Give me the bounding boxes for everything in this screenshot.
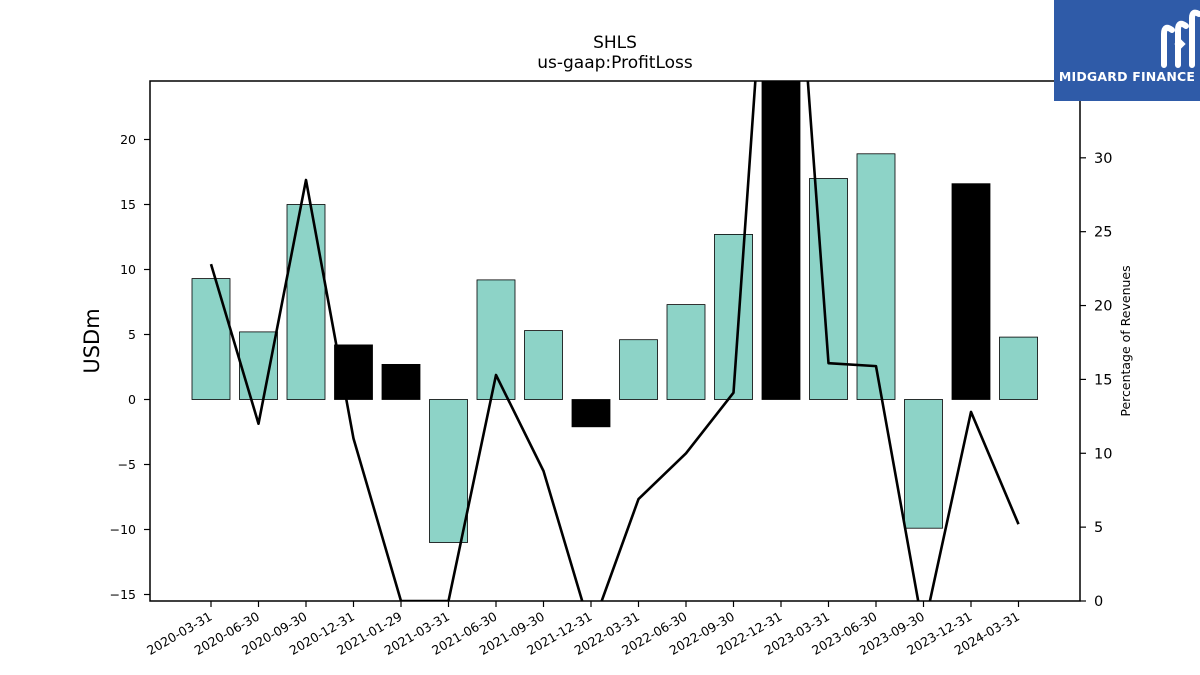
bar-2022-12-31	[761, 81, 801, 400]
y-tick-label: 0	[128, 392, 136, 407]
y2-tick-label: 0	[1094, 594, 1103, 610]
y-tick-label: −10	[110, 522, 136, 537]
bar-2022-06-30	[666, 304, 706, 400]
chart-subtitle: us-gaap:ProfitLoss	[537, 53, 693, 73]
y-tick-label: −15	[110, 587, 136, 602]
y-tick-label: 5	[128, 327, 136, 342]
bar-2024-03-31	[999, 336, 1038, 400]
y-tick-label: −5	[118, 457, 136, 472]
y2-tick-label: 30	[1094, 151, 1112, 167]
logo-mark-icon	[1161, 9, 1200, 68]
bar-2021-12-31	[571, 399, 611, 428]
logo-text: MIDGARD FINANCE	[1058, 69, 1196, 84]
bar-2021-01-29	[381, 363, 421, 400]
brand-logo: MIDGARD FINANCE	[1054, 0, 1200, 101]
bar-2023-06-30	[856, 153, 896, 400]
chart-title: SHLS	[593, 33, 637, 53]
bar-2023-12-31	[951, 183, 991, 400]
y2-tick-label: 10	[1094, 446, 1112, 462]
plot-frame	[149, 80, 1081, 602]
bar-2023-03-31	[809, 178, 848, 400]
y2-tick-label: 15	[1094, 372, 1112, 388]
y-axis-label: USDm	[80, 308, 104, 373]
y-tick-label: 20	[120, 132, 136, 147]
bar-2020-09-30	[286, 204, 326, 400]
bar-2022-09-30	[714, 233, 753, 400]
series-line-percentage-of-revenues	[209, 81, 1020, 601]
bar-2020-06-30	[239, 331, 278, 400]
bar-2020-03-31	[191, 278, 231, 400]
bar-2023-09-30	[904, 399, 943, 529]
y2-axis-label: Percentage of Revenues	[1118, 265, 1133, 416]
bar-2021-06-30	[476, 279, 516, 400]
bar-2021-09-30	[524, 330, 563, 400]
bar-2022-03-31	[619, 339, 658, 400]
y-tick-label: 10	[120, 262, 136, 277]
y2-tick-label: 5	[1094, 520, 1103, 536]
bar-2021-03-31	[429, 399, 468, 543]
y2-tick-label: 25	[1094, 225, 1112, 241]
y2-tick-label: 20	[1094, 299, 1112, 315]
y-tick-label: 15	[120, 197, 136, 212]
